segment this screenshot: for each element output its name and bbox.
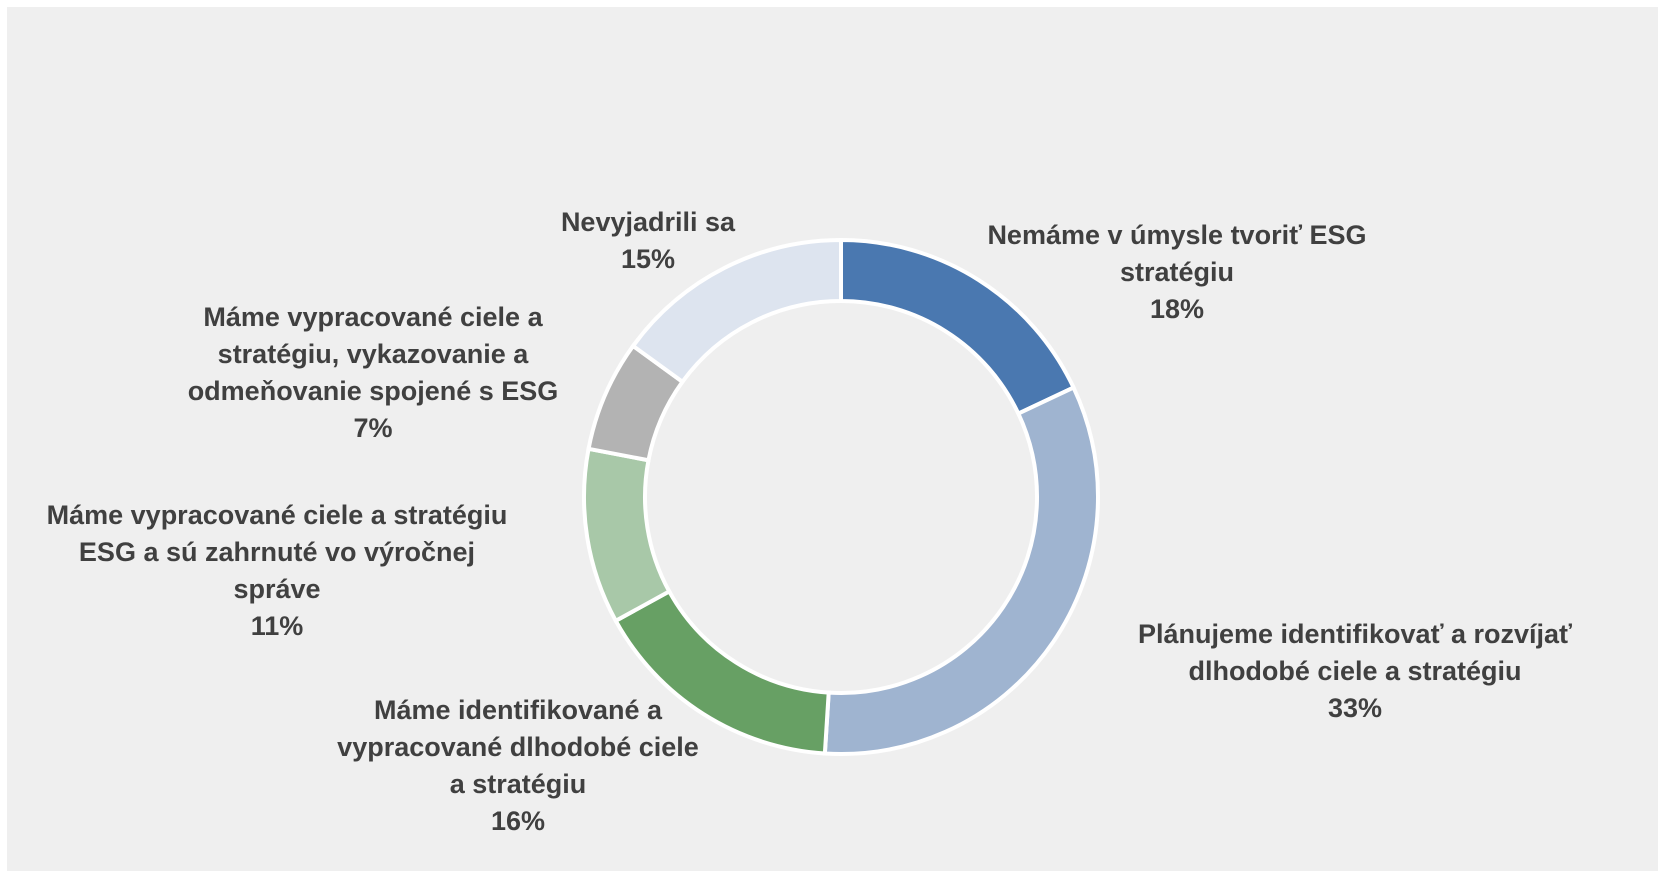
segment-label: Nevyjadrili sa 15% <box>518 204 778 278</box>
segment-label: Nemáme v úmysle tvoriť ESG stratégiu 18% <box>977 217 1377 328</box>
value-label: 18% <box>1149 294 1205 324</box>
donut-segment <box>630 237 843 385</box>
donut-segment <box>582 446 672 624</box>
segment-label: Máme vypracované ciele a stratégiu ESG a… <box>37 497 517 645</box>
segment-label: Máme vypracované ciele a stratégiu, vyka… <box>163 299 583 447</box>
category-name: Nemáme v úmysle tvoriť ESG stratégiu <box>987 220 1367 287</box>
category-name: Nevyjadrili sa <box>560 207 736 237</box>
category-name: Máme vypracované ciele a stratégiu ESG a… <box>46 500 508 604</box>
segment-label: Máme identifikované a vypracované dlhodo… <box>333 692 703 840</box>
category-name: Máme vypracované ciele a stratégiu, vyka… <box>187 302 559 406</box>
category-name: Plánujeme identifikovať a rozvíjať dlhod… <box>1137 619 1572 686</box>
chart: Nemáme v úmysle tvoriť ESG stratégiu 18% P… <box>7 7 1658 871</box>
value-label: 16% <box>490 806 546 836</box>
value-label: 33% <box>1327 693 1383 723</box>
category-name: Máme identifikované a vypracované dlhodo… <box>337 695 699 799</box>
donut-segment <box>822 384 1100 756</box>
donut <box>582 237 1100 756</box>
value-label: 15% <box>620 244 676 274</box>
value-label: 7% <box>353 413 393 443</box>
segment-label: Plánujeme identifikovať a rozvíjať dlhod… <box>1085 616 1625 727</box>
value-label: 11% <box>250 611 304 641</box>
